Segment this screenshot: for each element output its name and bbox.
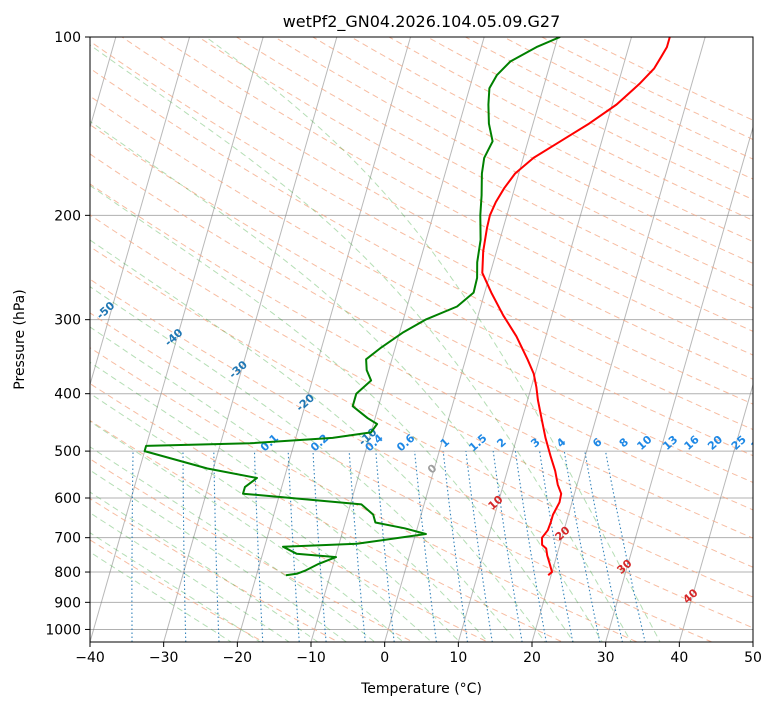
mixing-ratio-line [131, 451, 134, 642]
y-tick-label: 900 [54, 595, 81, 611]
mixing-ratio-line [182, 451, 187, 642]
y-tick-label: 800 [54, 565, 81, 581]
x-tick-label: −40 [75, 650, 105, 666]
mixing-ratio-line [213, 451, 220, 642]
y-axis-label: Pressure (hPa) [12, 289, 28, 389]
y-tick-label: 400 [54, 387, 81, 403]
moist-adiabat [90, 392, 433, 642]
x-tick-label: 20 [523, 650, 541, 666]
isotherm-line [90, 37, 117, 130]
mixing-ratio-line [442, 451, 469, 642]
dry-adiabat [197, 37, 753, 332]
moist-adiabat [90, 361, 461, 642]
y-tick-label: 1000 [45, 622, 81, 638]
x-tick-label: −30 [149, 650, 179, 666]
dry-adiabat [311, 37, 753, 264]
dry-adiabat [159, 37, 753, 356]
dry-adiabat [90, 153, 753, 511]
dry-adiabat [349, 37, 753, 243]
moist-adiabat [90, 184, 575, 642]
isotherm-line [236, 37, 412, 642]
mixing-ratio-line [253, 451, 264, 642]
line-label: 30 [749, 433, 769, 453]
moist-adiabat [90, 286, 518, 642]
mixing-ratio-line [312, 451, 327, 642]
isotherm-line [457, 37, 633, 642]
isotherm-line [605, 125, 753, 642]
moist-adiabat [90, 44, 632, 642]
y-tick-label: 700 [54, 531, 81, 547]
mixing-ratio-line [584, 451, 623, 642]
x-axis-label: Temperature (°C) [360, 681, 482, 697]
moist-adiabat [90, 239, 546, 642]
mixing-ratio-line [492, 451, 523, 642]
y-tick-label: 100 [54, 30, 81, 46]
chart-title: wetPf2_GN04.2026.104.05.09.G27 [283, 12, 561, 32]
moist-adiabat [90, 446, 376, 642]
dry-adiabat [90, 347, 639, 642]
mixing-ratio-line [514, 451, 547, 642]
mixing-ratio-line [539, 451, 574, 642]
isotherm-line [90, 37, 191, 387]
dry-adiabat [90, 95, 753, 457]
x-tick-label: 30 [597, 650, 615, 666]
moist-adiabat [90, 491, 319, 642]
x-tick-label: 40 [670, 650, 688, 666]
dry-adiabat [90, 40, 753, 405]
mixing-ratio-line [563, 451, 601, 642]
isotherm-line [531, 37, 706, 642]
axes: −40 −30 −20 −10 0 10 20 30 40 50 100 200 300 400 500 60… [45, 30, 762, 666]
dry-adiabat [121, 37, 753, 380]
x-tick-label: −20 [223, 650, 253, 666]
dry-adiabat [90, 382, 564, 642]
dry-adiabat [90, 498, 340, 642]
moist-adiabat [90, 120, 603, 642]
dewpoint-profile [143, 37, 561, 577]
y-tick-label: 600 [54, 491, 81, 507]
mixing-ratio-line [465, 451, 493, 642]
x-tick-label: 0 [380, 650, 389, 666]
y-tick-label: 300 [54, 313, 81, 329]
mixing-ratio-line [375, 451, 395, 642]
plot-frame [89, 36, 754, 643]
x-tick-label: 10 [449, 650, 467, 666]
x-tick-label: 50 [744, 650, 762, 666]
isotherm-line [310, 37, 485, 642]
background-lines [90, 37, 753, 642]
isotherm-line [163, 37, 338, 642]
dry-adiabat [578, 37, 753, 121]
isotherm-line [90, 37, 264, 642]
dry-adiabat [388, 37, 753, 221]
dry-adiabat [540, 37, 753, 141]
y-tick-label: 500 [54, 444, 81, 460]
mixing-ratio-line [604, 450, 646, 642]
y-tick-label: 200 [54, 208, 81, 224]
dry-adiabat [90, 246, 753, 598]
dry-adiabat [90, 124, 753, 483]
dry-adiabat [90, 183, 753, 539]
dry-adiabat [90, 67, 753, 431]
dry-adiabat [90, 214, 753, 568]
mixing-ratio-line [414, 451, 437, 642]
dry-adiabat [90, 539, 265, 642]
moist-adiabat [90, 420, 404, 642]
dry-adiabat [426, 37, 753, 201]
isotherm-line [384, 37, 559, 642]
mixing-ratio-line [348, 451, 366, 642]
temperature-profile [481, 37, 671, 576]
moist-adiabat [90, 469, 348, 642]
profile-lines [143, 37, 671, 577]
x-tick-label: −10 [296, 650, 326, 666]
